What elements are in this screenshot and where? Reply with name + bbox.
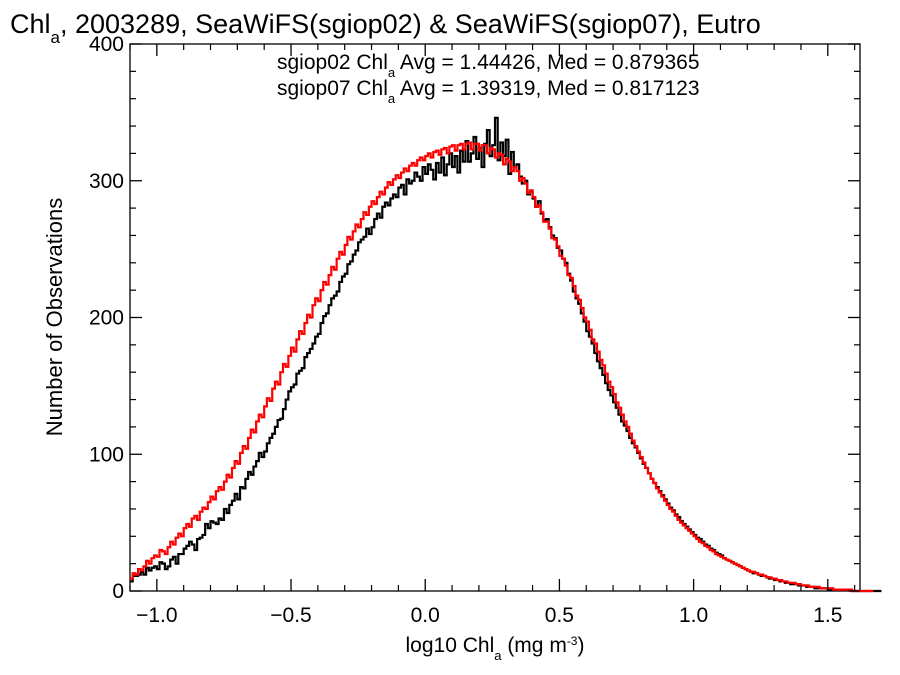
- x-tick-label: −0.5: [270, 604, 311, 627]
- chart-title: Chla, 2003289, SeaWiFS(sgiop02) & SeaWiF…: [10, 9, 761, 47]
- y-tick-label: 100: [89, 443, 124, 466]
- series-line-sgiop07: [130, 141, 874, 593]
- x-axis-ticks: −1.0 −0.5 0.0 0.5 1.0 1.5: [129, 44, 856, 627]
- x-tick-label: −1.0: [136, 604, 177, 627]
- y-axis-ticks: 0 100 200 300 400: [89, 33, 860, 603]
- annotation-2: sgiop07 Chla Avg = 1.39319, Med = 0.8171…: [277, 77, 700, 106]
- x-tick-label: 1.5: [813, 604, 842, 627]
- x-axis-label-text: log10 Chla (mg m-3): [406, 634, 585, 663]
- annotations: sgiop02 Chla Avg = 1.44426, Med = 0.8793…: [277, 51, 700, 106]
- title-text: Chla, 2003289, SeaWiFS(sgiop02) & SeaWiF…: [10, 9, 761, 47]
- y-axis-label: Number of Observations: [42, 198, 67, 436]
- series-group: [130, 116, 882, 593]
- x-axis-label: log10 Chla (mg m-3): [406, 634, 585, 663]
- y-tick-label: 300: [89, 170, 124, 193]
- annotation-1: sgiop02 Chla Avg = 1.44426, Med = 0.8793…: [277, 51, 700, 80]
- x-tick-label: 0.0: [411, 604, 440, 627]
- x-tick-label: 0.5: [545, 604, 574, 627]
- y-axis-label-text: Number of Observations: [42, 198, 67, 436]
- y-tick-label: 0: [112, 580, 124, 603]
- x-tick-label: 1.0: [679, 604, 708, 627]
- y-tick-label: 400: [89, 33, 124, 56]
- y-tick-label: 200: [89, 307, 124, 330]
- series-line-sgiop02: [130, 116, 882, 593]
